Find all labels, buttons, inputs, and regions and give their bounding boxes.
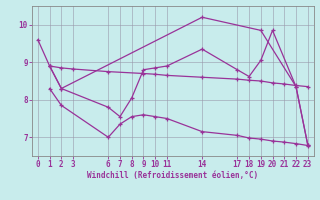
X-axis label: Windchill (Refroidissement éolien,°C): Windchill (Refroidissement éolien,°C)	[87, 171, 258, 180]
